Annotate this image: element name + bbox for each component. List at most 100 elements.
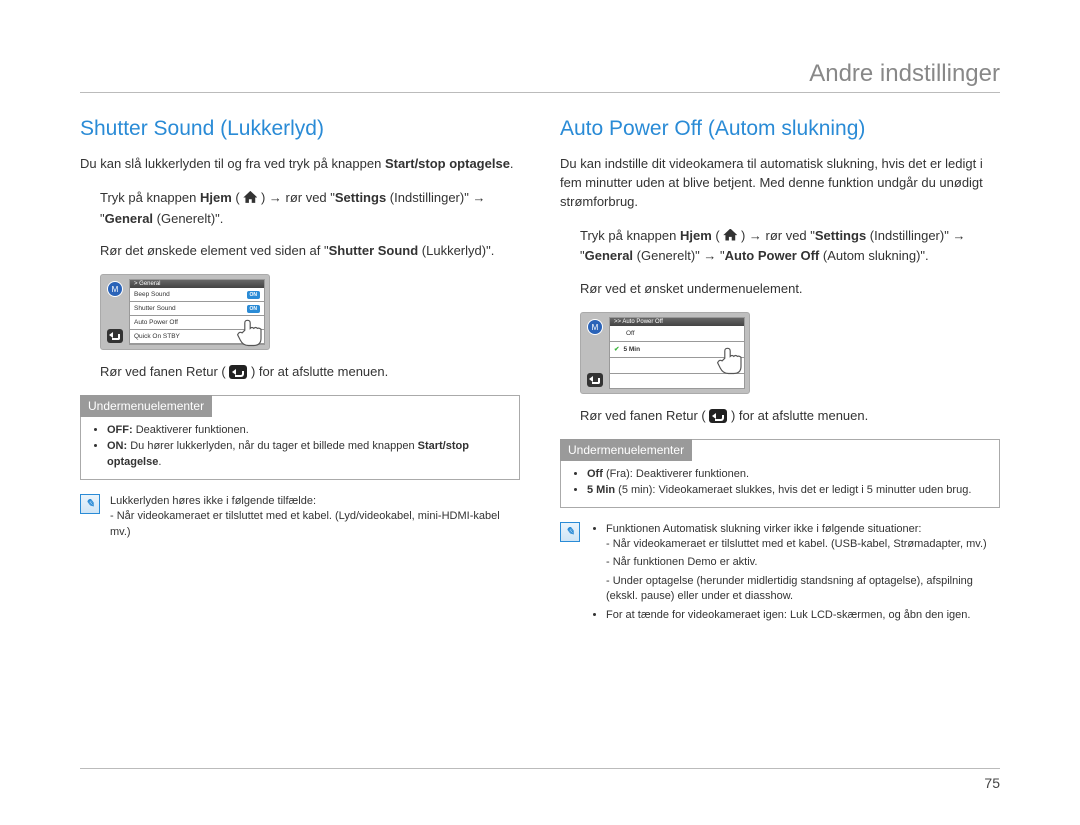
camera-frame: M > General Beep Sound ON Shutter Sound ON… xyxy=(100,274,270,350)
row-label: Auto Power Off xyxy=(134,319,178,326)
columns: Shutter Sound (Lukkerlyd) Du kan slå luk… xyxy=(80,117,1000,626)
camera-screen: > General Beep Sound ON Shutter Sound ON A… xyxy=(129,279,265,345)
step-text: (Generelt)". xyxy=(153,211,223,226)
note-list: Funktionen Automatisk slukning virker ik… xyxy=(590,522,1000,623)
camera-side-controls: M xyxy=(585,317,605,389)
hand-pointer-icon xyxy=(234,314,270,350)
step-text: (Autom slukning)". xyxy=(819,248,928,263)
chapter-title: Andre indstillinger xyxy=(80,60,1000,88)
row-label: Shutter Sound xyxy=(134,305,176,312)
step-bold: Hjem xyxy=(200,190,232,205)
step-2-left: Rør det ønskede element ved siden af "Sh… xyxy=(80,241,520,262)
item-bold: Off xyxy=(587,468,603,480)
note-lead: Lukkerlyden høres ikke i følgende tilfæl… xyxy=(110,494,520,509)
step-text: ) → rør ved " xyxy=(737,228,815,243)
camera-screenshot-left: M > General Beep Sound ON Shutter Sound ON… xyxy=(100,274,270,350)
camera-side-controls: M xyxy=(105,279,125,345)
step-text: Rør ved fanen Retur ( xyxy=(100,364,229,379)
intro-post: . xyxy=(510,156,514,171)
camera-screen-header: >> Auto Power Off xyxy=(610,318,744,326)
step-text: ( xyxy=(712,228,724,243)
section-title-shutter: Shutter Sound (Lukkerlyd) xyxy=(80,117,520,141)
item-bold: ON: xyxy=(107,440,127,452)
row-label: 5 Min xyxy=(623,346,640,353)
page-number: 75 xyxy=(80,768,1000,791)
item-text: (Fra): Deaktiverer funktionen. xyxy=(603,468,749,480)
step-text: ) → rør ved " xyxy=(257,190,335,205)
row-label-group: ✔5 Min xyxy=(614,345,640,353)
step-text: ( xyxy=(232,190,244,205)
item-text: Deaktiverer funktionen. xyxy=(133,424,249,436)
home-icon xyxy=(723,229,737,241)
step-bold: Auto Power Off xyxy=(725,248,820,263)
submenu-list: Off (Fra): Deaktiverer funktionen. 5 Min… xyxy=(561,467,999,499)
camera-row: Beep Sound ON xyxy=(130,288,264,302)
step-text: Tryk på knappen xyxy=(100,190,200,205)
return-icon xyxy=(709,409,727,423)
note-lead: Funktionen Automatisk slukning virker ik… xyxy=(606,523,922,535)
step-bold: Shutter Sound xyxy=(329,243,419,258)
divider-top xyxy=(80,92,1000,93)
note-icon: ✎ xyxy=(80,494,100,514)
toggle-on-icon: ON xyxy=(247,291,261,299)
mode-badge-icon: M xyxy=(107,281,123,297)
intro-autopower: Du kan indstille dit videokamera til aut… xyxy=(560,155,1000,212)
submenu-item: Off (Fra): Deaktiverer funktionen. xyxy=(587,467,985,483)
row-label: Beep Sound xyxy=(134,291,170,298)
back-button-icon xyxy=(587,373,603,387)
step-1-right: Tryk på knappen Hjem ( ) → rør ved "Sett… xyxy=(560,226,1000,268)
camera-frame: M >> Auto Power Off Off ✔5 Min xyxy=(580,312,750,394)
item-bold: OFF: xyxy=(107,424,133,436)
note-sublist: Når videokameraet er tilsluttet med et k… xyxy=(606,537,1000,605)
intro-bold: Start/stop optagelse xyxy=(385,156,510,171)
note-item: For at tænde for videokameraet igen: Luk… xyxy=(606,608,1000,623)
step-bold: Hjem xyxy=(680,228,712,243)
submenu-box-right: Undermenuelementer Off (Fra): Deaktivere… xyxy=(560,439,1000,508)
step-bold: General xyxy=(105,211,153,226)
item-bold: 5 Min xyxy=(587,484,615,496)
note-icon: ✎ xyxy=(560,522,580,542)
note-content: Funktionen Automatisk slukning virker ik… xyxy=(590,522,1000,626)
item-text: (5 min): Videokameraet slukkes, hvis det… xyxy=(615,484,971,496)
note-subitem: Når funktionen Demo er aktiv. xyxy=(606,555,1000,570)
step-text: Rør det ønskede element ved siden af " xyxy=(100,243,329,258)
step-text: Tryk på knappen xyxy=(580,228,680,243)
step-text: Rør ved fanen Retur ( xyxy=(580,408,709,423)
item-text: . xyxy=(158,456,161,468)
item-text: Du hører lukkerlyden, når du tager et bi… xyxy=(127,440,417,452)
column-right: Auto Power Off (Autom slukning) Du kan i… xyxy=(560,117,1000,626)
step-bold: General xyxy=(585,248,633,263)
note-left: ✎ Lukkerlyden høres ikke i følgende tilf… xyxy=(80,494,520,540)
submenu-item: ON: Du hører lukkerlyden, når du tager e… xyxy=(107,439,505,471)
submenu-list: OFF: Deaktiverer funktionen. ON: Du høre… xyxy=(81,423,519,471)
submenu-item: 5 Min (5 min): Videokameraet slukkes, hv… xyxy=(587,483,985,499)
step-bold: Settings xyxy=(815,228,866,243)
column-left: Shutter Sound (Lukkerlyd) Du kan slå luk… xyxy=(80,117,520,626)
page: Andre indstillinger Shutter Sound (Lukke… xyxy=(0,0,1080,666)
step-1-left: Tryk på knappen Hjem ( ) → rør ved "Sett… xyxy=(80,188,520,230)
home-icon xyxy=(243,191,257,203)
step-3-left: Rør ved fanen Retur ( ) for at afslutte … xyxy=(80,362,520,383)
submenu-header: Undermenuelementer xyxy=(560,439,692,461)
note-content: Lukkerlyden høres ikke i følgende tilfæl… xyxy=(110,494,520,540)
return-icon xyxy=(229,365,247,379)
row-label: Quick On STBY xyxy=(134,333,180,340)
note-item: Når videokameraet er tilsluttet med et k… xyxy=(110,509,520,540)
camera-screen-header: > General xyxy=(130,280,264,288)
section-title-autopower: Auto Power Off (Autom slukning) xyxy=(560,117,1000,141)
camera-screen: >> Auto Power Off Off ✔5 Min xyxy=(609,317,745,389)
step-text: (Lukkerlyd)". xyxy=(418,243,494,258)
toggle-on-icon: ON xyxy=(247,305,261,313)
step-text: (Generelt)" → " xyxy=(633,248,725,263)
note-right: ✎ Funktionen Automatisk slukning virker … xyxy=(560,522,1000,626)
back-button-icon xyxy=(107,329,123,343)
camera-screenshot-right: M >> Auto Power Off Off ✔5 Min xyxy=(580,312,750,394)
row-label: Off xyxy=(614,330,635,337)
submenu-header: Undermenuelementer xyxy=(80,395,212,417)
note-subitem: Under optagelse (herunder midlertidig st… xyxy=(606,574,1000,605)
hand-pointer-icon xyxy=(714,342,750,378)
note-item: Funktionen Automatisk slukning virker ik… xyxy=(606,522,1000,605)
note-sublist: Når videokameraet er tilsluttet med et k… xyxy=(110,509,520,540)
intro-shutter: Du kan slå lukkerlyden til og fra ved tr… xyxy=(80,155,520,174)
camera-row: Off xyxy=(610,326,744,342)
